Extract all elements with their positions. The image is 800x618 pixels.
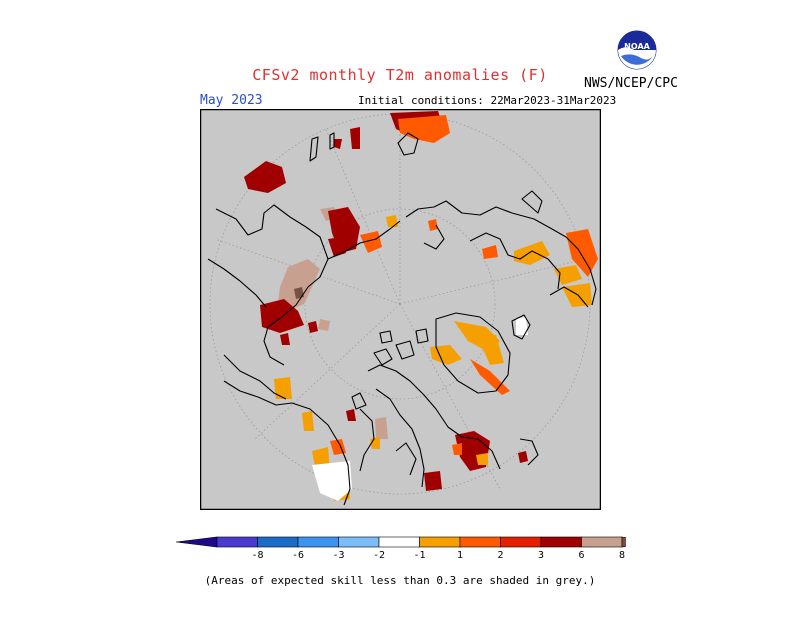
- colorbar-label: -8: [251, 550, 263, 561]
- colorbar-boxes: [176, 536, 626, 548]
- initial-conditions: Initial conditions: 22Mar2023-31Mar2023: [358, 94, 617, 107]
- anomaly-2-to-3: [330, 115, 598, 455]
- colorbar-labels: -8 -6 -3 -2 -1 1 2 3 6 8: [251, 550, 625, 561]
- colorbar-box: [459, 536, 501, 548]
- colorbar-tip-low: [176, 536, 218, 548]
- colorbar-label: -1: [413, 550, 425, 561]
- forecast-month: May 2023: [200, 93, 263, 108]
- anomaly-near-zero: [312, 317, 528, 501]
- colorbar-box: [378, 536, 420, 548]
- colorbar-box: [216, 536, 258, 548]
- colorbar-box: [540, 536, 582, 548]
- map-title: CFSv2 monthly T2m anomalies (F): [252, 66, 548, 84]
- colorbar-box: [581, 536, 623, 548]
- colorbar: -8 -6 -3 -2 -1 1 2 3 6 8: [176, 536, 626, 561]
- colorbar-label: -2: [373, 550, 385, 561]
- colorbar-label: -3: [332, 550, 344, 561]
- colorbar-label: 3: [538, 550, 544, 561]
- colorbar-label: 6: [578, 550, 584, 561]
- polar-map: [200, 109, 601, 510]
- colorbar-box: [419, 536, 461, 548]
- skill-footnote: (Areas of expected skill less than 0.3 a…: [204, 574, 596, 587]
- colorbar-box: [500, 536, 542, 548]
- agency-label: NWS/NCEP/CPC: [584, 76, 678, 91]
- coastlines: [207, 132, 597, 506]
- colorbar-label: 2: [497, 550, 503, 561]
- colorbar-box: [297, 536, 339, 548]
- colorbar-label: 1: [457, 550, 463, 561]
- colorbar-label: 8: [619, 550, 625, 561]
- colorbar-box: [257, 536, 299, 548]
- colorbar-box: [338, 536, 380, 548]
- noaa-logo-text: NOAA: [624, 42, 650, 51]
- noaa-logo: NOAA: [617, 30, 657, 70]
- colorbar-tip-high: [621, 536, 626, 548]
- colorbar-label: -6: [292, 550, 304, 561]
